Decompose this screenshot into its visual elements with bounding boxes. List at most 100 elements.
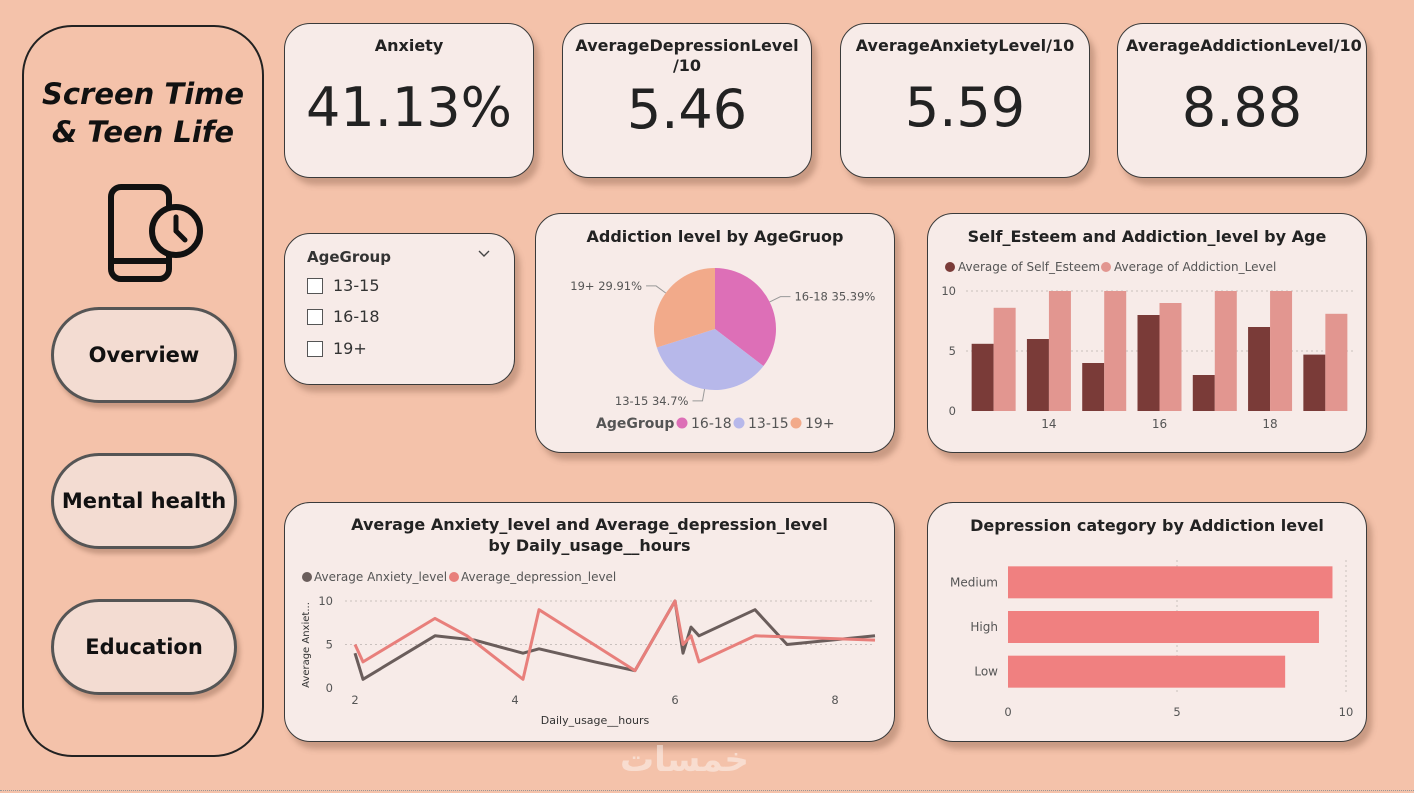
pie-leader-line xyxy=(646,285,667,294)
bar xyxy=(1026,339,1049,411)
pie-chart: 16-18 35.39% 13-15 34.7% 19+ 29.91% AgeGrou… xyxy=(570,268,875,432)
bottom-divider xyxy=(0,790,1414,791)
horizontal-bar-chart: 0 5 10 Medium High Low xyxy=(950,560,1353,719)
nav-overview-button[interactable]: Overview xyxy=(51,307,237,403)
y-axis-label: Average Anxiet... xyxy=(301,602,312,688)
pie-leader-line xyxy=(769,296,791,303)
chart-title: Depression category by Addiction level xyxy=(970,516,1324,535)
y-category-label: Low xyxy=(974,665,998,679)
checkbox[interactable] xyxy=(307,308,323,325)
y-tick-label: 10 xyxy=(941,284,956,298)
chart-title: Self_Esteem and Addiction_level by Age xyxy=(967,227,1327,246)
chart-title: Addiction level by AgeGruop xyxy=(586,227,844,246)
grouped-bar-chart: Average of Self_Esteem Average of Addicti… xyxy=(941,260,1353,431)
slicer-title: AgeGroup xyxy=(307,248,391,266)
legend-marker xyxy=(733,417,745,429)
checkbox[interactable] xyxy=(307,340,323,357)
bar xyxy=(1159,303,1182,411)
kpi-title: AverageAnxietyLevel/10 xyxy=(855,36,1075,55)
kpi-card-anxiety: Anxiety 41.13% xyxy=(284,23,534,178)
kpi-title: AverageAddictionLevel/10 xyxy=(1126,36,1362,55)
bar xyxy=(1048,291,1071,411)
x-tick-label: 0 xyxy=(1004,705,1011,719)
sidebar: Screen Time & Teen Life Overview Mental … xyxy=(22,25,264,757)
age-bar-chart-card: Self_Esteem and Addiction_level by Age A… xyxy=(927,213,1367,453)
pie-legend-title: AgeGroup xyxy=(596,416,674,432)
pie-data-label: 13-15 34.7% xyxy=(615,394,689,408)
nav-mental-health-button[interactable]: Mental health xyxy=(51,453,237,549)
bar xyxy=(1104,291,1127,411)
slicer-option-label: 13-15 xyxy=(333,276,380,295)
x-tick-label: 18 xyxy=(1262,417,1277,431)
pie-data-label: 19+ 29.91% xyxy=(570,279,642,293)
legend-label: Average Anxiety_level xyxy=(314,570,447,584)
kpi-value: 8.88 xyxy=(1181,76,1303,139)
pie-data-label: 16-18 35.39% xyxy=(794,290,875,304)
agegroup-slicer: AgeGroup 13-15 16-18 19+ xyxy=(284,233,515,385)
nav-education-button[interactable]: Education xyxy=(51,599,237,695)
pie-leader-line xyxy=(692,389,706,402)
slicer-option[interactable]: 19+ xyxy=(307,339,367,358)
x-tick-label: 8 xyxy=(831,693,838,707)
pie-legend-item: 19+ xyxy=(805,416,835,432)
bar xyxy=(1008,655,1286,688)
bar xyxy=(1008,611,1319,643)
legend-label: Average_depression_level xyxy=(461,570,616,584)
line-chart: Average Anxiety_level Average_depression_… xyxy=(301,570,876,727)
app-title-line2: & Teen Life xyxy=(51,115,235,149)
y-category-label: High xyxy=(970,620,998,634)
legend-marker xyxy=(676,417,688,429)
pie-legend-item: 13-15 xyxy=(748,416,789,432)
series-line xyxy=(353,599,876,681)
pie-slice xyxy=(656,329,764,390)
pie-slice xyxy=(715,268,776,367)
app-title-line1: Screen Time xyxy=(41,77,245,111)
legend-marker xyxy=(302,572,312,582)
bar xyxy=(1248,327,1271,411)
y-tick-label: 10 xyxy=(318,594,333,608)
slicer-option-label: 16-18 xyxy=(333,307,380,326)
kpi-value: 5.59 xyxy=(904,76,1026,139)
x-tick-label: 2 xyxy=(351,693,358,707)
kpi-title: AverageDepressionLevel /10 xyxy=(575,36,799,75)
bar xyxy=(1192,375,1215,411)
bar xyxy=(1325,313,1348,411)
kpi-card-anxiety-level: AverageAnxietyLevel/10 5.59 xyxy=(840,23,1090,178)
series-line xyxy=(353,599,876,681)
pie-slice xyxy=(654,268,715,348)
x-tick-label: 5 xyxy=(1173,705,1180,719)
x-tick-label: 14 xyxy=(1041,417,1056,431)
chevron-down-icon[interactable] xyxy=(476,246,492,262)
x-tick-label: 4 xyxy=(511,693,518,707)
pie-chart-card: Addiction level by AgeGruop 16-18 35.39%… xyxy=(535,213,895,453)
x-axis-label: Daily_usage__hours xyxy=(541,714,650,727)
bar xyxy=(1214,291,1237,411)
x-tick-label: 16 xyxy=(1152,417,1167,431)
y-category-label: Medium xyxy=(950,575,998,589)
slicer-option[interactable]: 16-18 xyxy=(307,307,380,326)
slicer-option-label: 19+ xyxy=(333,339,367,358)
legend-label: Average of Self_Esteem xyxy=(958,260,1100,274)
y-tick-label: 5 xyxy=(949,344,956,358)
bar xyxy=(971,343,994,411)
legend-marker xyxy=(449,572,459,582)
bar xyxy=(993,307,1016,411)
line-chart-card: Average Anxiety_level and Average_depres… xyxy=(284,502,895,742)
legend-label: Average of Addiction_Level xyxy=(1114,260,1276,274)
y-tick-label: 0 xyxy=(949,404,956,418)
checkbox[interactable] xyxy=(307,277,323,294)
y-tick-label: 0 xyxy=(326,681,333,695)
kpi-title: Anxiety xyxy=(374,36,444,55)
kpi-value: 5.46 xyxy=(626,78,748,141)
kpi-card-addiction-level: AverageAddictionLevel/10 8.88 xyxy=(1117,23,1367,178)
legend-marker xyxy=(1101,262,1111,272)
watermark: خمسات xyxy=(620,740,749,780)
pie-legend-item: 16-18 xyxy=(691,416,732,432)
bar xyxy=(1137,315,1160,411)
chart-title: Average Anxiety_level and Average_depres… xyxy=(351,515,828,555)
kpi-value: 41.13% xyxy=(306,76,512,139)
bar xyxy=(1303,354,1326,411)
legend-marker xyxy=(945,262,955,272)
slicer-option[interactable]: 13-15 xyxy=(307,276,380,295)
bar xyxy=(1008,566,1333,599)
